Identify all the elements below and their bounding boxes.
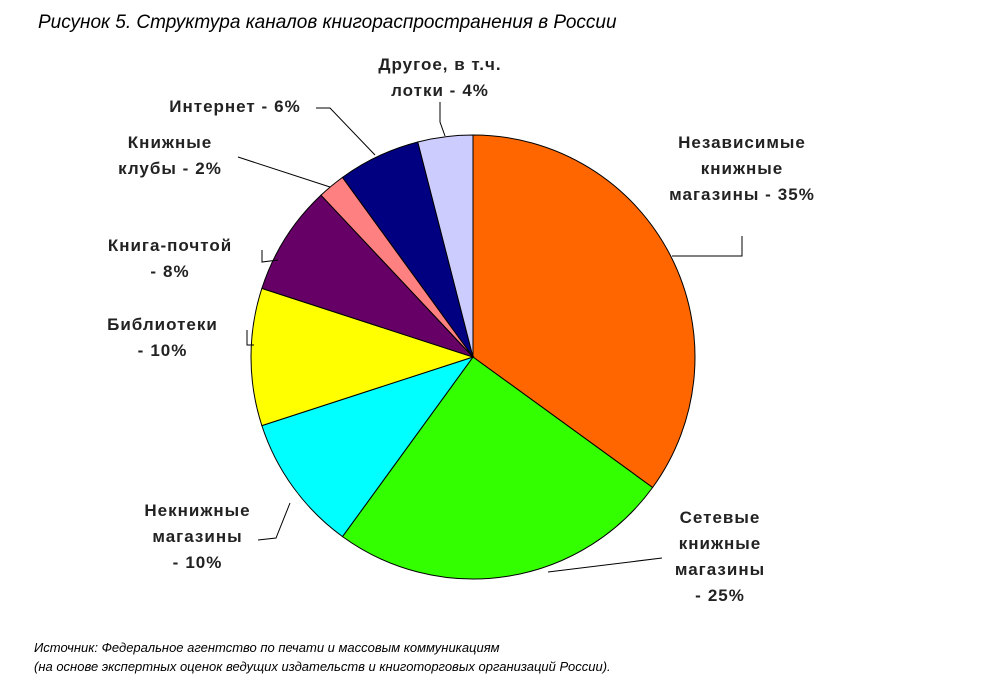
slice-label: Книжные клубы -2% xyxy=(100,130,240,182)
category-label: Независимые книжные магазины - xyxy=(669,133,806,204)
value-label: 10% xyxy=(150,341,188,360)
leader-line xyxy=(246,330,254,346)
leader-line xyxy=(547,557,663,573)
slice-label: Книга-почтой -8% xyxy=(90,233,250,285)
leader-line xyxy=(672,236,743,257)
pie-slice xyxy=(250,287,475,427)
slice-label: Независимые книжные магазины -35% xyxy=(662,130,822,208)
pie-slice xyxy=(341,356,654,580)
pie-slice xyxy=(261,194,474,358)
source-note: (на основе экспертных оценок ведущих изд… xyxy=(34,659,611,674)
slice-label: Сетевые книжные магазины -25% xyxy=(650,505,790,609)
slice-label: Другое, в т.ч. лотки -4% xyxy=(360,52,520,104)
leader-line xyxy=(261,250,279,263)
category-label: Книжные клубы - xyxy=(118,133,213,178)
value-label: 10% xyxy=(185,553,223,572)
category-label: Библиотеки - xyxy=(107,315,218,360)
category-label: Некнижные магазины - xyxy=(144,501,251,572)
leader-line xyxy=(257,502,291,541)
pie-slice xyxy=(417,134,474,358)
value-label: 8% xyxy=(163,262,190,281)
chart-title: Рисунок 5. Структура каналов книгораспро… xyxy=(38,12,617,33)
value-label: 4% xyxy=(462,81,489,100)
category-label: Книга-почтой - xyxy=(107,236,233,281)
leader-line xyxy=(237,156,331,188)
slice-label: Библиотеки -10% xyxy=(90,312,235,364)
value-label: 2% xyxy=(195,159,222,178)
value-label: 35% xyxy=(777,185,815,204)
category-label: Сетевые книжные магазины - xyxy=(674,508,766,605)
value-label: 6% xyxy=(274,97,301,116)
leader-line xyxy=(439,102,446,137)
value-label: 25% xyxy=(707,586,745,605)
leader-line xyxy=(316,107,376,156)
slice-label: Интернет - 6% xyxy=(150,94,320,120)
source-note: Источник: Федеральное агентство по печат… xyxy=(34,640,500,655)
category-label: Другое, в т.ч. лотки - xyxy=(378,55,502,100)
slice-label: Некнижные магазины -10% xyxy=(125,498,270,576)
pie-slice xyxy=(261,356,475,538)
pie-slice xyxy=(472,134,696,489)
category-label: Интернет - xyxy=(169,97,269,116)
